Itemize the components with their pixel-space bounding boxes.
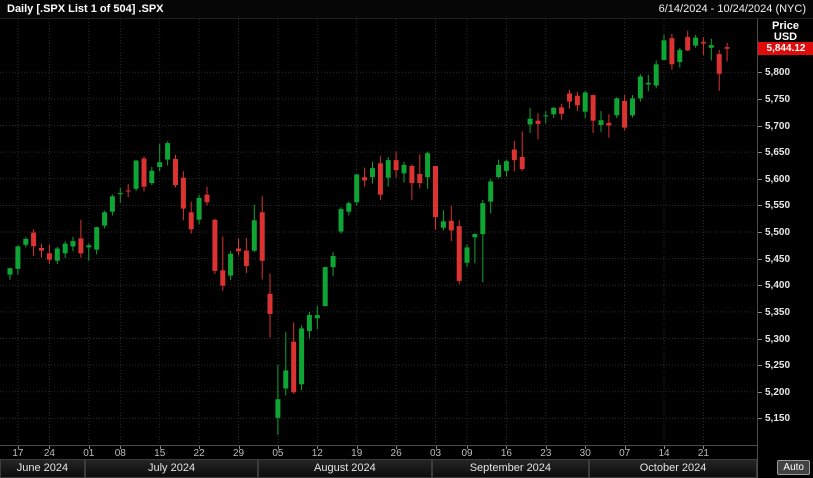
x-tick-label: 30 xyxy=(579,448,591,459)
x-axis-tickmark xyxy=(624,446,626,449)
x-axis-tickmark xyxy=(396,446,398,449)
x-axis: 17 24 01 08 15 22 29 05 12 19 26 03 09 16 23 30 07 14 21 xyxy=(0,445,757,459)
x-axis-tickmark xyxy=(17,446,19,449)
x-axis-tickmark xyxy=(435,446,437,449)
y-tick-label: 5,800 xyxy=(765,67,791,79)
x-axis-tickmark xyxy=(317,446,319,449)
y-axis-tickmark xyxy=(758,232,762,233)
x-tick-label: 14 xyxy=(658,448,670,459)
x-axis-tickmark xyxy=(545,446,547,449)
y-axis-tickmark xyxy=(758,152,762,154)
x-tick-label: 08 xyxy=(114,448,126,459)
x-axis-tickmark xyxy=(159,446,161,449)
y-axis-tickmark xyxy=(758,285,762,287)
x-tick-label: 17 xyxy=(12,448,24,459)
y-axis-tickmark xyxy=(758,338,762,340)
y-axis-tickmark xyxy=(758,205,762,207)
x-axis-tickmark xyxy=(585,446,587,449)
candle-series xyxy=(7,30,730,435)
x-axis-tickmark xyxy=(467,446,469,449)
price-axis-header: Price USD xyxy=(758,21,813,43)
x-tick-label: 24 xyxy=(43,448,55,459)
y-axis-tickmark xyxy=(758,391,762,393)
y-tick-label: 5,450 xyxy=(765,253,791,265)
x-axis-tickmark xyxy=(120,446,122,449)
y-tick-label: 5,750 xyxy=(765,93,791,105)
y-tick-label: 5,650 xyxy=(765,147,791,159)
currency-label: USD xyxy=(773,31,798,43)
x-tick-label: 01 xyxy=(83,448,95,459)
x-tick-label: 22 xyxy=(193,448,205,459)
month-section-october[interactable]: October 2024 xyxy=(589,459,757,478)
candlestick-chart[interactable] xyxy=(0,0,757,445)
price-tick-area: 5,800 5,750 5,700 5,650 5,600 5,550 5,500 5,450… xyxy=(758,0,813,478)
x-tick-label: 07 xyxy=(619,448,631,459)
price-axis: Price USD 5,800 5,750 5,700 5,650 5,600 5,550… xyxy=(757,19,813,478)
auto-scale-button[interactable]: Auto xyxy=(777,460,810,475)
y-axis-tickmark xyxy=(758,418,762,420)
y-tick-label: 5,400 xyxy=(765,280,791,292)
month-section-september[interactable]: September 2024 xyxy=(431,459,590,478)
x-tick-label: 05 xyxy=(272,448,284,459)
y-tick-label: 5,600 xyxy=(765,173,791,185)
x-tick-label: 26 xyxy=(390,448,402,459)
price-axis-title: Price xyxy=(772,20,799,32)
x-axis-tickmark xyxy=(88,446,90,449)
y-tick-label: 5,250 xyxy=(765,360,791,372)
date-range-label: 6/14/2024 - 10/24/2024 (NYC) xyxy=(658,3,806,15)
x-tick-label: 23 xyxy=(540,448,552,459)
y-tick-label: 5,500 xyxy=(765,227,791,238)
x-tick-label: 03 xyxy=(429,448,442,459)
month-strip: June 2024 July 2024 August 2024 September 2… xyxy=(0,459,757,478)
y-axis-tickmark xyxy=(758,98,762,100)
x-axis-tickmark xyxy=(49,446,51,449)
x-tick-label: 19 xyxy=(351,448,363,459)
x-tick-label: 15 xyxy=(154,448,166,459)
x-axis-tickmark xyxy=(356,446,358,449)
x-axis-tickmark xyxy=(238,446,240,449)
last-price-badge: 5,844.12 xyxy=(758,42,813,56)
month-section-june[interactable]: June 2024 xyxy=(0,459,85,478)
y-axis-tickmark xyxy=(758,311,762,313)
chart-title: Daily [.SPX List 1 of 504] .SPX xyxy=(7,3,164,15)
y-axis-tickmark xyxy=(758,258,762,260)
y-tick-label: 5,300 xyxy=(765,333,791,345)
y-axis-tickmark xyxy=(758,178,762,180)
x-tick-label: 12 xyxy=(311,448,323,459)
x-tick-label: 09 xyxy=(461,448,473,459)
x-axis-tickmark xyxy=(277,446,279,449)
x-axis-tickmark xyxy=(703,446,705,449)
y-tick-label: 5,550 xyxy=(765,200,791,212)
x-tick-label: 29 xyxy=(232,448,245,459)
chart-header: Daily [.SPX List 1 of 504] .SPX 6/14/202… xyxy=(0,0,813,19)
x-tick-label: 16 xyxy=(500,448,512,459)
x-axis-tickmark xyxy=(664,446,666,449)
x-tick-label: 21 xyxy=(697,448,709,459)
y-tick-label: 5,150 xyxy=(765,413,791,425)
month-section-july[interactable]: July 2024 xyxy=(84,459,259,478)
y-tick-label: 5,350 xyxy=(765,306,791,318)
x-axis-tickmark xyxy=(506,446,508,449)
month-section-august[interactable]: August 2024 xyxy=(258,459,432,478)
x-axis-tickmark xyxy=(199,446,201,449)
y-tick-label: 5,700 xyxy=(765,120,791,132)
y-axis-tickmark xyxy=(758,72,762,74)
y-tick-label: 5,200 xyxy=(765,386,791,398)
grid-lines xyxy=(0,19,756,445)
y-axis-tickmark xyxy=(758,125,762,127)
y-axis-tickmark xyxy=(758,365,762,367)
